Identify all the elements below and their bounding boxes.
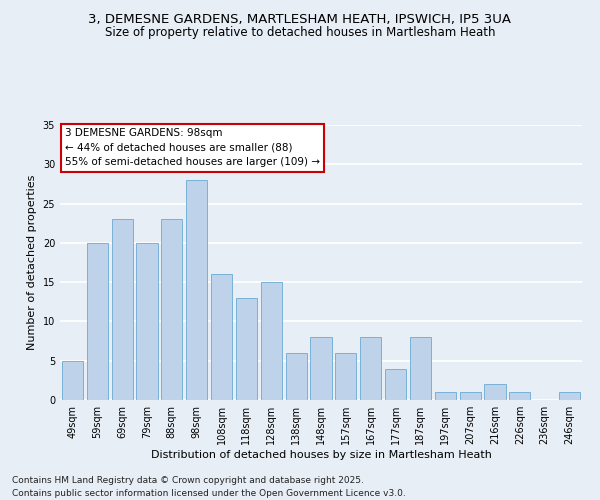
Y-axis label: Number of detached properties: Number of detached properties (27, 175, 37, 350)
Bar (236, 298, 257, 400)
Bar (211, 274, 232, 400)
Bar (385, 368, 406, 400)
Text: 3, DEMESNE GARDENS, MARTLESHAM HEATH, IPSWICH, IP5 3UA: 3, DEMESNE GARDENS, MARTLESHAM HEATH, IP… (89, 12, 511, 26)
Text: Size of property relative to detached houses in Martlesham Heath: Size of property relative to detached ho… (105, 26, 495, 39)
X-axis label: Distribution of detached houses by size in Martlesham Heath: Distribution of detached houses by size … (151, 450, 491, 460)
Text: Contains HM Land Registry data © Crown copyright and database right 2025.
Contai: Contains HM Land Registry data © Crown c… (12, 476, 406, 498)
Bar (186, 180, 207, 400)
Bar (460, 392, 481, 400)
Bar (161, 220, 182, 400)
Bar (335, 353, 356, 400)
Bar (360, 337, 381, 400)
Bar (509, 392, 530, 400)
Bar (62, 360, 83, 400)
Text: 3 DEMESNE GARDENS: 98sqm
← 44% of detached houses are smaller (88)
55% of semi-d: 3 DEMESNE GARDENS: 98sqm ← 44% of detach… (65, 128, 320, 168)
Bar (286, 353, 307, 400)
Bar (435, 392, 456, 400)
Bar (112, 220, 133, 400)
Bar (310, 337, 332, 400)
Bar (87, 243, 108, 400)
Bar (484, 384, 506, 400)
Bar (261, 282, 282, 400)
Bar (410, 337, 431, 400)
Bar (136, 243, 158, 400)
Bar (559, 392, 580, 400)
